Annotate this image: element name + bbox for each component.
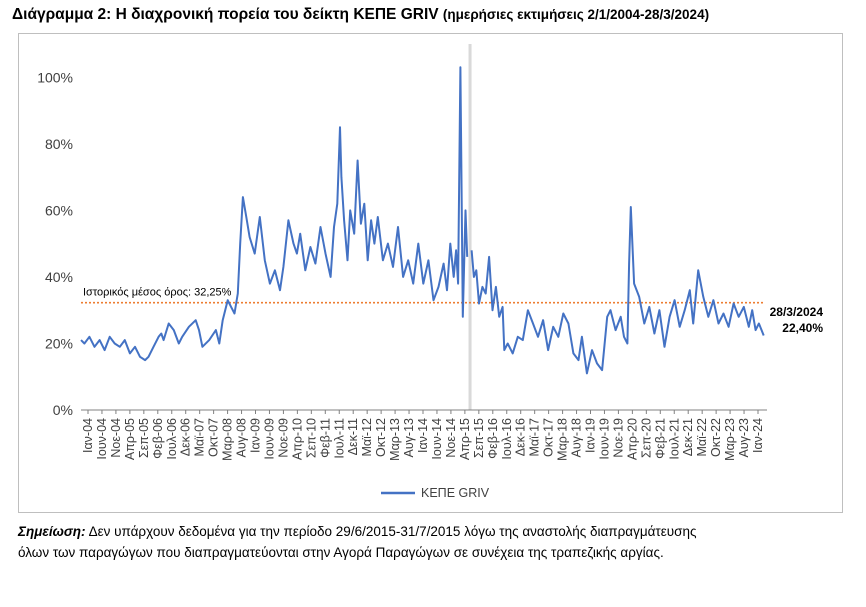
y-tick-label: 80%	[45, 136, 73, 152]
x-tick-label: Μαϊ-12	[360, 418, 374, 457]
x-tick-label: Ιουν-19	[597, 418, 611, 460]
series-line-segment-2	[470, 206, 765, 375]
chart-title: Διάγραμμα 2: Η διαχρονική πορεία του δεί…	[12, 6, 862, 24]
x-tick-label: Φεβ-06	[151, 418, 165, 459]
x-tick-label: Μαϊ-07	[193, 418, 207, 457]
title-subtitle: (ημερήσιες εκτιμήσεις 2/1/2004-28/3/2024…	[442, 7, 710, 22]
x-tick-label: Ιουλ-11	[332, 418, 346, 459]
x-tick-label: Ιουν-09	[262, 418, 276, 460]
footnote-label: Σημείωση:	[18, 524, 86, 539]
title-main: Διάγραμμα 2: Η διαχρονική πορεία του δεί…	[12, 6, 439, 23]
y-tick-label: 100%	[37, 69, 73, 85]
series-line-segment-1	[80, 66, 469, 362]
x-tick-label: Ιαν-04	[81, 418, 95, 453]
x-tick-label: Μαρ-08	[221, 418, 235, 461]
footnote-line2: όλων των παραγώγων που διαπραγματεύονται…	[18, 545, 664, 560]
x-tick-label: Αυγ-13	[402, 418, 416, 458]
x-tick-label: Αυγ-08	[235, 418, 249, 458]
footnote: Σημείωση: Δεν υπάρχουν δεδομένα για την …	[18, 521, 858, 563]
historical-mean-label: Ιστορικός μέσος όρος: 32,25%	[83, 287, 232, 299]
x-tick-label: Ιουν-04	[95, 418, 109, 460]
y-tick-label: 60%	[45, 202, 73, 218]
end-value-annotation: 22,40%	[782, 321, 823, 335]
x-tick-label: Οκτ-22	[709, 418, 723, 457]
x-tick-label: Απρ-15	[458, 418, 472, 460]
x-tick-label: Ιαν-19	[584, 418, 598, 453]
x-tick-label: Μαϊ-22	[695, 418, 709, 457]
x-tick-label: Νοε-04	[109, 418, 123, 458]
x-tick-label: Απρ-05	[123, 418, 137, 460]
end-date-annotation: 28/3/2024	[770, 305, 824, 319]
x-tick-label: Δεκ-11	[346, 418, 360, 455]
x-tick-label: Νοε-09	[276, 418, 290, 458]
x-tick-label: Οκτ-12	[374, 418, 388, 457]
x-tick-label: Μαϊ-17	[528, 418, 542, 457]
x-tick-label: Φεβ-11	[318, 418, 332, 458]
data-gap-band	[468, 44, 472, 410]
x-tick-label: Οκτ-07	[207, 418, 221, 457]
x-tick-label: Ιουλ-21	[667, 418, 681, 460]
x-tick-label: Ιαν-14	[416, 418, 430, 453]
x-tick-label: Σεπ-15	[472, 418, 486, 458]
x-tick-label: Ιουλ-16	[500, 418, 514, 460]
x-tick-label: Μαρ-13	[388, 418, 402, 461]
x-tick-label: Σεπ-05	[137, 418, 151, 458]
x-tick-label: Οκτ-17	[542, 418, 556, 457]
x-tick-label: Αυγ-18	[570, 418, 584, 458]
x-tick-label: Ιαν-09	[249, 418, 263, 453]
x-tick-label: Αυγ-23	[737, 418, 751, 458]
y-tick-label: 40%	[45, 269, 73, 285]
y-tick-label: 20%	[45, 335, 73, 351]
chart-frame: 0% 20% 40% 60% 80% 100% Ιαν-04 Ιουν-04 Νοε-04 Απρ…	[18, 33, 843, 513]
x-tick-label: Μαρ-23	[723, 418, 737, 461]
x-tick-label: Δεκ-06	[179, 418, 193, 456]
x-tick-label: Δεκ-16	[514, 418, 528, 456]
x-tick-label: Μαρ-18	[556, 418, 570, 461]
legend-label: ΚΕΠΕ GRIV	[421, 486, 490, 500]
x-tick-label: Φεβ-16	[486, 418, 500, 459]
x-tick-label: Απρ-20	[625, 418, 639, 460]
x-tick-label: Νοε-14	[444, 418, 458, 458]
x-tick-label: Ιουν-14	[430, 418, 444, 460]
x-tick-label: Σεπ-10	[304, 418, 318, 458]
x-tick-label: Νοε-19	[611, 418, 625, 458]
x-tick-label: Δεκ-21	[681, 418, 695, 456]
x-tick-label: Φεβ-21	[653, 418, 667, 459]
chart-svg: 0%20%40%60%80%100%Ιαν-04 Ιουν-04 Νοε-04 Απρ…	[37, 44, 824, 500]
x-tick-label: Ιαν-24	[751, 418, 765, 453]
x-tick-label: Ιουλ-06	[165, 418, 179, 460]
x-tick-label: Σεπ-20	[639, 418, 653, 458]
x-tick-label: Απρ-10	[290, 418, 304, 460]
footnote-line1: Δεν υπάρχουν δεδομένα για την περίοδο 29…	[88, 524, 697, 539]
y-tick-label: 0%	[53, 402, 73, 418]
